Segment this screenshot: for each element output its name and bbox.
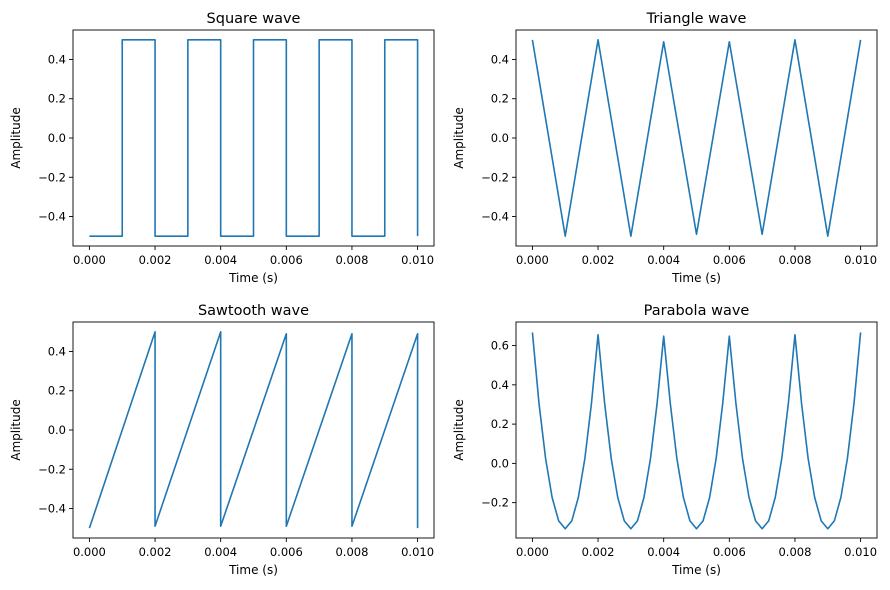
- x-tick-label: 0.008: [778, 253, 811, 267]
- x-tick-label: 0.010: [844, 545, 877, 559]
- axes-frame: [515, 321, 878, 539]
- subplot-4: 0.000 0.002 0.004 0.006 0.008 0.010 −0.2 0.0 0.2…: [452, 303, 878, 577]
- x-tick-label: 0.002: [139, 545, 172, 559]
- x-tick-label: 0.000: [516, 253, 549, 267]
- x-tick-label: 0.006: [270, 545, 303, 559]
- series-line-1: [531, 39, 862, 237]
- y-tick-label: 0.4: [491, 378, 509, 392]
- chart-title: Sawtooth wave: [198, 303, 309, 319]
- x-tick-label: 0.002: [582, 545, 615, 559]
- series-line-1: [88, 331, 419, 529]
- y-tick-label: −0.4: [38, 210, 66, 224]
- y-tick-label: 0.4: [491, 52, 509, 66]
- x-tick-label: 0.004: [647, 545, 680, 559]
- x-tick-label: 0.000: [516, 545, 549, 559]
- x-tick-label: 0.010: [401, 545, 434, 559]
- x-tick-label: 0.002: [139, 253, 172, 267]
- x-tick-label: 0.004: [647, 253, 680, 267]
- subplot-2: 0.000 0.002 0.004 0.006 0.008 0.010 −0.4 −0.2 0.…: [452, 11, 878, 285]
- y-tick-label: 0.0: [48, 423, 66, 437]
- y-tick-label: −0.2: [38, 170, 66, 184]
- x-tick-label: 0.008: [335, 253, 368, 267]
- y-axis-label: Amplitude: [452, 107, 466, 169]
- y-tick-label: 0.0: [491, 456, 509, 470]
- y-tick-label: 0.4: [48, 344, 66, 358]
- x-tick-label: 0.008: [778, 545, 811, 559]
- x-tick-label: 0.006: [270, 253, 303, 267]
- y-axis-label: Amplitude: [9, 399, 23, 461]
- x-tick-label: 0.000: [73, 253, 106, 267]
- y-tick-label: 0.0: [491, 131, 509, 145]
- y-tick-label: 0.4: [48, 52, 66, 66]
- x-axis-label: Time (s): [671, 563, 721, 577]
- x-tick-label: 0.010: [401, 253, 434, 267]
- x-tick-label: 0.006: [713, 253, 746, 267]
- x-tick-label: 0.000: [73, 545, 106, 559]
- y-tick-label: −0.2: [38, 462, 66, 476]
- chart-title: Square wave: [207, 11, 301, 27]
- series-line-1: [531, 332, 862, 530]
- y-tick-label: 0.2: [491, 417, 509, 431]
- x-tick-label: 0.002: [582, 253, 615, 267]
- x-tick-label: 0.004: [204, 545, 237, 559]
- subplot-1: 0.000 0.002 0.004 0.006 0.008 0.010 −0.4 −0.2 0.…: [9, 11, 435, 285]
- y-tick-label: −0.4: [481, 210, 509, 224]
- y-axis-label: Amplitude: [9, 107, 23, 169]
- x-axis-label: Time (s): [671, 271, 721, 285]
- y-tick-label: 0.2: [491, 92, 509, 106]
- x-tick-label: 0.010: [844, 253, 877, 267]
- y-tick-label: −0.2: [481, 496, 509, 510]
- x-axis-label: Time (s): [228, 271, 278, 285]
- y-tick-label: 0.2: [48, 384, 66, 398]
- series-line-1: [89, 39, 419, 237]
- x-axis-label: Time (s): [228, 563, 278, 577]
- y-tick-label: 0.6: [491, 339, 509, 353]
- y-tick-label: −0.4: [38, 502, 66, 516]
- x-tick-label: 0.008: [335, 545, 368, 559]
- chart-title: Triangle wave: [646, 11, 747, 27]
- subplot-3: 0.000 0.002 0.004 0.006 0.008 0.010 −0.4 −0.2 0.…: [9, 303, 435, 577]
- y-tick-label: −0.2: [481, 170, 509, 184]
- y-tick-label: 0.0: [48, 131, 66, 145]
- chart-title: Parabola wave: [644, 303, 750, 319]
- y-tick-label: 0.2: [48, 92, 66, 106]
- x-tick-label: 0.004: [204, 253, 237, 267]
- y-axis-label: Amplitude: [452, 399, 466, 461]
- x-tick-label: 0.006: [713, 545, 746, 559]
